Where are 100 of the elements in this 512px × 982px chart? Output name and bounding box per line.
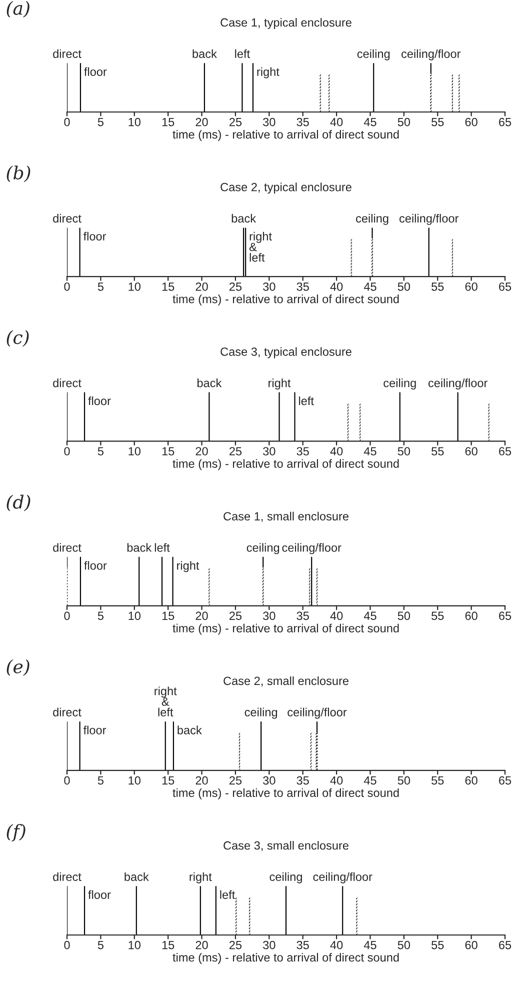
x-tick-label: 25 [229, 282, 242, 291]
x-tick-label: 65 [499, 282, 512, 291]
annotation: direct [53, 378, 82, 388]
x-tick-label: 45 [364, 940, 376, 950]
x-tick-label: 65 [499, 118, 512, 126]
annotation: right [268, 378, 291, 390]
x-tick-label: 50 [398, 447, 410, 456]
x-tick-label: 65 [499, 940, 512, 950]
x-tick-label: 30 [263, 118, 276, 126]
x-tick-label: 60 [465, 118, 478, 126]
x-tick-label: 10 [128, 612, 140, 620]
x-tick-label: 10 [128, 118, 140, 126]
x-tick-label: 15 [162, 612, 174, 620]
x-tick-label: 55 [432, 118, 444, 126]
x-tick-label: 15 [162, 447, 174, 456]
x-axis-title: time (ms) - relative to arrival of direct sound [172, 130, 399, 141]
x-tick-label: 50 [398, 776, 410, 785]
x-tick-label: 5 [98, 612, 104, 620]
chart-title: Case 2, typical enclosure [220, 182, 352, 194]
annotation: floor [83, 232, 106, 241]
annotation: floor [84, 67, 107, 76]
x-tick-label: 25 [229, 940, 242, 950]
x-tick-label: 20 [196, 447, 208, 456]
annotation: right [177, 561, 200, 572]
x-tick-label: 15 [162, 118, 174, 126]
x-tick-label: 10 [128, 776, 140, 785]
text: (c) [6, 330, 29, 347]
x-tick-label: 40 [330, 776, 343, 785]
x-tick-label: 20 [196, 940, 208, 950]
x-tick-label: 50 [398, 282, 410, 291]
x-tick-label: 0 [64, 282, 70, 291]
annotation: direct [53, 49, 82, 58]
x-tick-label: 0 [64, 776, 70, 785]
x-tick-label: 15 [162, 776, 174, 785]
x-tick-label: 65 [499, 612, 512, 620]
x-tick-label: 0 [64, 940, 70, 950]
x-tick-label: 0 [64, 612, 70, 620]
x-tick-label: 55 [432, 612, 444, 620]
chart-title: Case 2, small enclosure [224, 676, 348, 686]
x-tick-label: 40 [330, 282, 343, 291]
annotation: back [124, 872, 149, 881]
text: (a) [6, 0, 30, 18]
x-tick-label: 30 [263, 612, 276, 620]
x-tick-label: 60 [465, 776, 478, 785]
x-tick-label: 30 [263, 282, 276, 291]
x-tick-label: 20 [196, 282, 208, 291]
x-tick-label: 20 [196, 776, 208, 785]
x-tick-label: 60 [465, 447, 478, 456]
x-tick-label: 0 [64, 118, 70, 126]
annotation: right & left [249, 232, 272, 262]
x-axis-title: time (ms) - relative to arrival of direct sound [172, 624, 399, 635]
x-tick-label: 30 [263, 776, 276, 785]
chart-title: Case 1, small enclosure [224, 512, 348, 522]
x-tick-label: 5 [98, 282, 104, 291]
text: (f) [6, 824, 26, 842]
x-tick-label: 35 [296, 118, 309, 126]
x-tick-label: 45 [364, 612, 376, 620]
x-tick-label: 25 [229, 447, 242, 456]
x-tick-label: 45 [364, 118, 376, 126]
x-tick-label: 5 [98, 940, 104, 950]
text: (d) [6, 494, 30, 512]
x-tick-label: 30 [263, 447, 276, 456]
x-tick-label: 25 [229, 776, 242, 785]
x-tick-label: 45 [364, 282, 376, 291]
annotation: ceiling/floor [402, 49, 461, 60]
text: (b) [6, 166, 30, 182]
x-tick-label: 0 [64, 447, 70, 456]
annotation: ceiling/floor [428, 378, 488, 390]
annotation: right [190, 872, 212, 884]
annotation: right & left [154, 686, 177, 716]
annotation: back [178, 726, 202, 734]
annotation: left [299, 396, 314, 406]
annotation: ceiling/floor [313, 872, 372, 884]
x-tick-label: 10 [128, 940, 140, 950]
annotation: back [192, 49, 217, 58]
x-tick-label: 15 [162, 940, 174, 950]
x-tick-label: 35 [296, 612, 309, 620]
x-tick-label: 10 [128, 282, 140, 291]
annotation: back [127, 543, 152, 552]
x-axis-title: time (ms) - relative to arrival of direct sound [172, 952, 399, 964]
x-tick-label: 40 [330, 940, 343, 950]
x-tick-label: 60 [465, 612, 478, 620]
x-tick-label: 35 [296, 776, 309, 785]
x-axis-title: time (ms) - relative to arrival of direct sound [172, 459, 399, 470]
annotation: left [235, 49, 250, 58]
x-tick-label: 30 [263, 940, 276, 950]
x-tick-label: 35 [296, 282, 309, 291]
x-tick-label: 5 [98, 447, 104, 456]
annotation: floor [83, 726, 106, 734]
annotation: direct [53, 872, 82, 881]
x-tick-label: 20 [196, 612, 208, 620]
x-tick-label: 35 [296, 447, 309, 456]
x-tick-label: 50 [398, 612, 410, 620]
chart-title: Case 3, typical enclosure [220, 347, 352, 358]
x-axis-title: time (ms) - relative to arrival of direct sound [172, 788, 399, 800]
text: (e) [6, 659, 30, 676]
x-tick-label: 40 [330, 447, 343, 456]
annotation: right [257, 67, 280, 78]
annotation: floor [84, 561, 107, 570]
x-tick-label: 40 [330, 118, 343, 126]
